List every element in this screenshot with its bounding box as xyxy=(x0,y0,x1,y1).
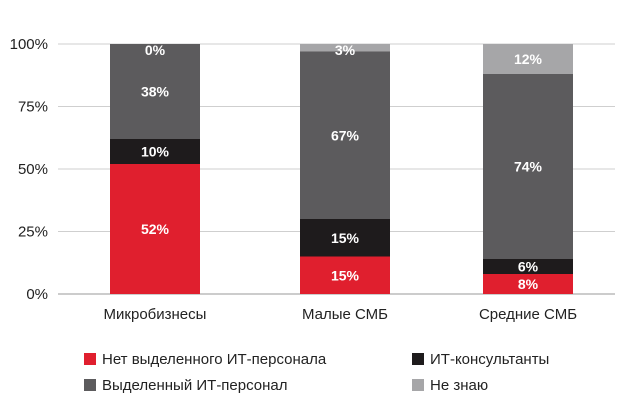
data-label: 10% xyxy=(141,144,170,160)
y-axis-tick-labels: 0% 25% 50% 75% 100% xyxy=(10,36,48,303)
data-label: 15% xyxy=(331,267,360,283)
bars xyxy=(110,44,573,294)
bar-segment xyxy=(483,274,573,294)
category-label: Микробизнесы xyxy=(104,306,207,323)
bar-segment xyxy=(110,164,200,294)
bar-segment xyxy=(300,256,390,294)
data-label: 38% xyxy=(141,84,170,100)
bar-segment xyxy=(483,44,573,74)
y-tick-label: 25% xyxy=(18,224,48,241)
data-label: 12% xyxy=(514,51,543,67)
legend-label: Нет выделенного ИТ-персонала xyxy=(102,351,327,368)
category-label: Малые СМБ xyxy=(302,306,388,323)
data-label: 74% xyxy=(514,159,543,175)
bar-segment xyxy=(110,44,200,139)
legend-swatch xyxy=(412,353,424,365)
legend-swatch xyxy=(84,379,96,391)
bar-segment xyxy=(483,259,573,274)
data-label: 15% xyxy=(331,230,360,246)
y-tick-label: 0% xyxy=(26,286,48,303)
legend-swatch xyxy=(84,353,96,365)
bar-segment xyxy=(483,74,573,259)
legend: Нет выделенного ИТ-персонала ИТ-консульта… xyxy=(84,351,549,394)
legend-swatch xyxy=(412,379,424,391)
data-labels: 52% 10% 38% 0% 15% 15% 67% 3% 8%6% 74% 12% xyxy=(141,42,543,292)
x-axis-category-labels: Микробизнесы Малые СМБ Средние СМБ xyxy=(104,306,578,323)
data-label: 0% xyxy=(145,42,166,58)
legend-label: Не знаю xyxy=(430,377,488,394)
legend-label: ИТ-консультанты xyxy=(430,351,549,368)
data-label: 6% xyxy=(518,259,539,275)
data-label: 3% xyxy=(335,42,356,58)
legend-label: Выделенный ИТ-персонал xyxy=(102,377,288,394)
bar-segment xyxy=(300,51,390,219)
y-tick-label: 100% xyxy=(10,36,48,53)
category-label: Средние СМБ xyxy=(479,306,577,323)
data-label: 52% xyxy=(141,221,170,237)
y-tick-label: 75% xyxy=(18,99,48,116)
bar-segment xyxy=(110,139,200,164)
y-tick-label: 50% xyxy=(18,161,48,178)
data-label: 8% xyxy=(518,276,539,292)
bar-segment xyxy=(300,44,390,52)
bar-segment xyxy=(300,219,390,257)
data-label: 67% xyxy=(331,127,360,143)
